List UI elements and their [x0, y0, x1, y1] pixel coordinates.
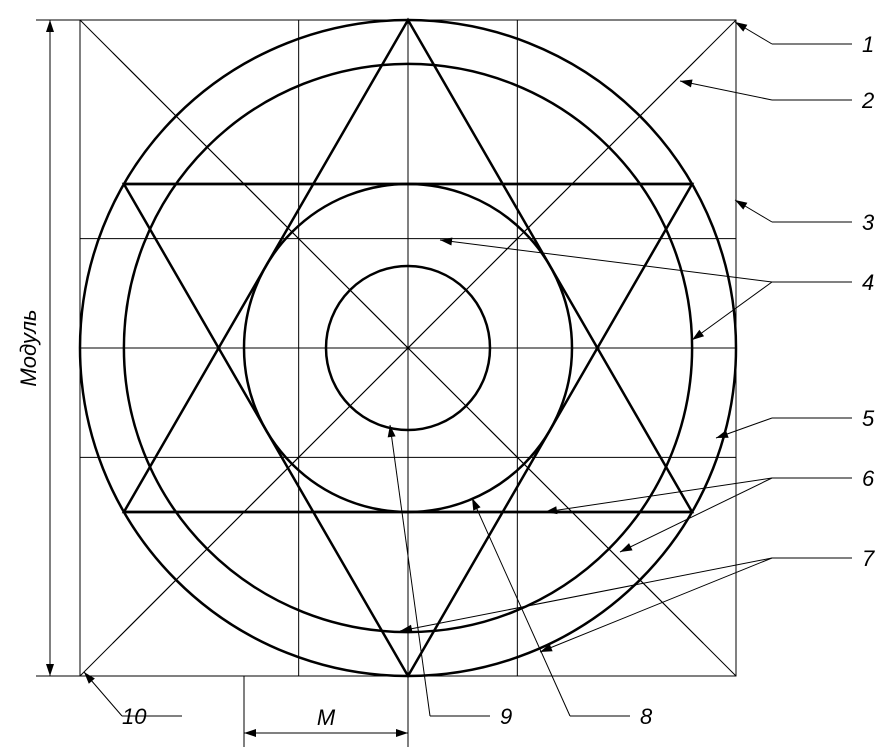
callout-8: 8 [472, 498, 653, 729]
callout-5: 5 [716, 406, 875, 438]
callout-1: 1 [735, 22, 874, 57]
callout-num-10: 10 [122, 704, 147, 729]
callout-num-9: 9 [500, 704, 512, 729]
callout-num-1: 1 [862, 32, 874, 57]
callout-3: 3 [735, 200, 875, 235]
callout-num-6: 6 [862, 466, 875, 491]
callout-num-4: 4 [862, 270, 874, 295]
label-module: Модуль [16, 309, 41, 386]
callout-7: 7 [400, 546, 875, 652]
callout-num-2: 2 [861, 88, 874, 113]
callout-num-3: 3 [862, 210, 875, 235]
callout-2: 2 [680, 81, 874, 113]
callout-10: 10 [84, 672, 182, 729]
callout-4: 4 [440, 240, 874, 340]
label-M: М [317, 705, 336, 730]
callout-num-8: 8 [640, 704, 653, 729]
callout-num-7: 7 [862, 546, 875, 571]
callout-num-5: 5 [862, 406, 875, 431]
